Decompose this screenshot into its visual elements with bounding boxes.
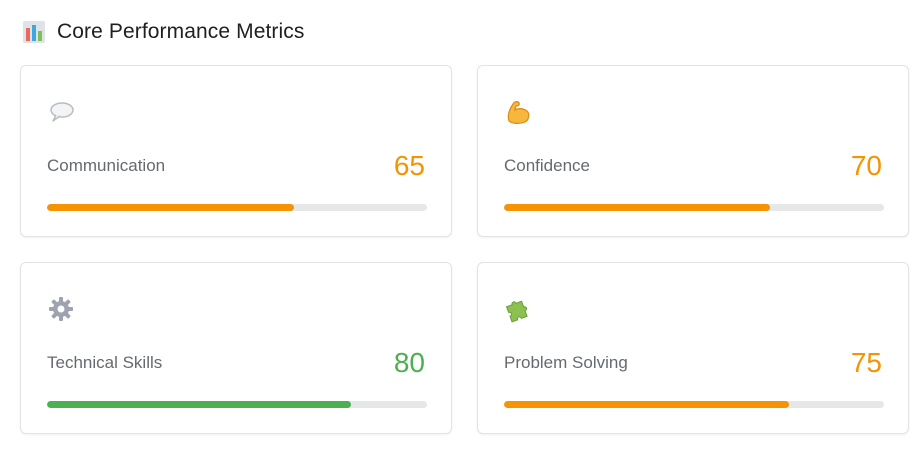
section-header: Core Performance Metrics	[22, 18, 304, 46]
gear-icon	[49, 297, 73, 321]
metric-value: 80	[393, 347, 425, 378]
progress-bar-fill	[504, 401, 789, 408]
progress-bar	[47, 204, 427, 211]
progress-bar	[47, 401, 427, 408]
bar-chart-icon	[23, 21, 45, 43]
metric-value: 75	[850, 347, 882, 378]
metric-value: 70	[850, 150, 882, 181]
metric-card-problem-solving: Problem Solving 75	[477, 262, 909, 434]
flexed-biceps-icon	[507, 101, 530, 124]
metric-card-confidence: Confidence 70	[477, 65, 909, 237]
metric-value: 65	[393, 150, 425, 181]
speech-bubble-icon	[50, 102, 74, 122]
page-title: Core Performance Metrics	[57, 20, 305, 43]
metric-label: Problem Solving	[504, 353, 628, 372]
progress-bar-fill	[47, 204, 294, 211]
metric-label: Confidence	[504, 156, 591, 175]
progress-bar-fill	[504, 204, 770, 211]
metric-card-communication: Communication 65	[20, 65, 452, 237]
metric-label: Technical Skills	[47, 353, 163, 372]
metric-card-technical-skills: Technical Skills 80	[20, 262, 452, 434]
puzzle-piece-icon	[505, 300, 528, 323]
progress-bar	[504, 204, 884, 211]
metric-label: Communication	[47, 156, 166, 175]
progress-bar	[504, 401, 884, 408]
progress-bar-fill	[47, 401, 351, 408]
